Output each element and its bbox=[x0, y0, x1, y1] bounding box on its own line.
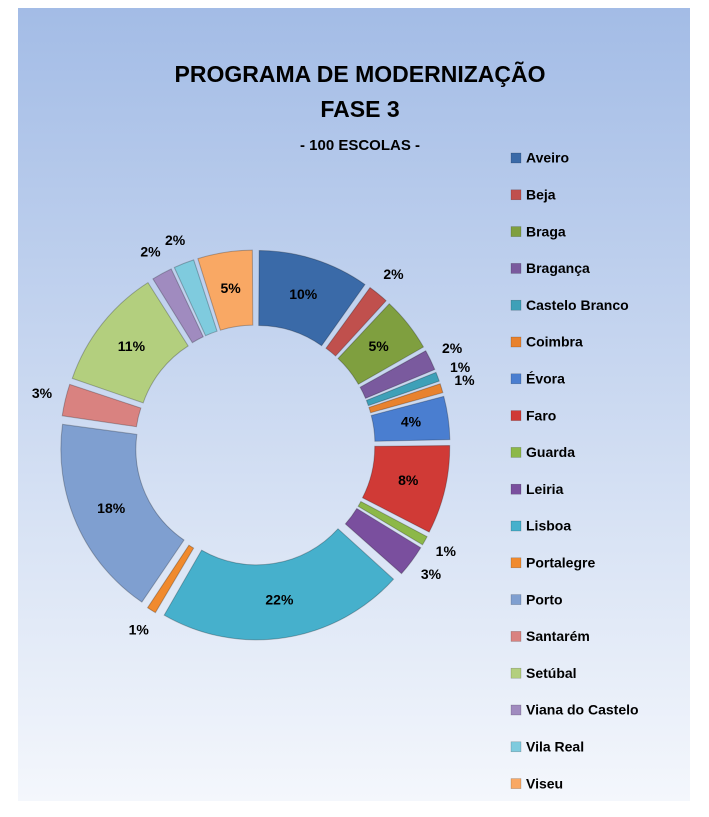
data-label: 3% bbox=[421, 566, 442, 582]
legend-label: Coimbra bbox=[526, 334, 583, 350]
legend-label: Viseu bbox=[526, 775, 563, 791]
data-label: 2% bbox=[442, 340, 463, 356]
data-label: 5% bbox=[368, 338, 389, 354]
slice bbox=[173, 259, 218, 337]
data-label: 1% bbox=[454, 372, 475, 388]
legend-swatch bbox=[510, 226, 522, 237]
slice bbox=[71, 281, 189, 404]
legend-label: Castelo Branco bbox=[526, 297, 629, 313]
legend-swatch bbox=[510, 631, 522, 642]
legend-swatch bbox=[510, 483, 522, 495]
legend-label: Leiria bbox=[526, 481, 564, 497]
data-label: 18% bbox=[97, 500, 126, 516]
slice bbox=[337, 303, 425, 385]
slice bbox=[359, 350, 436, 399]
legend-swatch bbox=[510, 263, 522, 274]
legend-swatch bbox=[510, 557, 522, 569]
legend-swatch bbox=[510, 704, 522, 716]
legend-swatch bbox=[510, 336, 522, 348]
slice bbox=[197, 249, 254, 331]
legend-swatch bbox=[510, 373, 522, 385]
legend-label: Setúbal bbox=[526, 665, 577, 681]
legend-swatch bbox=[510, 667, 522, 679]
slice bbox=[163, 528, 395, 641]
slice bbox=[325, 286, 387, 357]
data-label: 1% bbox=[450, 359, 471, 375]
slice bbox=[357, 500, 428, 546]
chart-subtitle: - 100 ESCOLAS - bbox=[300, 137, 420, 154]
legend-label: Vila Real bbox=[526, 739, 584, 755]
data-label: 3% bbox=[32, 385, 53, 401]
data-label: 1% bbox=[129, 621, 150, 637]
legend-label: Beja bbox=[526, 187, 556, 203]
slice bbox=[146, 544, 195, 614]
legend-swatch bbox=[510, 410, 522, 421]
data-label: 11% bbox=[118, 338, 146, 354]
data-label: 10% bbox=[289, 286, 318, 302]
legend-swatch bbox=[510, 189, 522, 201]
slice bbox=[365, 371, 440, 407]
legend-swatch bbox=[510, 299, 522, 311]
slice bbox=[258, 249, 366, 347]
legend-label: Viana do Castelo bbox=[526, 702, 639, 718]
legend-label: Braga bbox=[526, 223, 566, 239]
legend-label: Guarda bbox=[526, 444, 575, 460]
slice bbox=[152, 268, 204, 344]
legend-label: Porto bbox=[526, 591, 563, 607]
legend-swatch bbox=[510, 447, 522, 458]
data-label: 5% bbox=[220, 280, 241, 296]
data-label: 8% bbox=[398, 472, 419, 488]
data-label: 2% bbox=[140, 243, 161, 259]
legend-swatch bbox=[510, 520, 522, 532]
slice bbox=[368, 383, 444, 414]
chart-title: FASE 3 bbox=[320, 96, 399, 122]
data-label: 2% bbox=[383, 266, 404, 282]
slice bbox=[361, 445, 451, 533]
legend-label: Bragança bbox=[526, 260, 590, 276]
chart-title: PROGRAMA DE MODERNIZAÇÃO bbox=[175, 60, 546, 87]
legend-label: Faro bbox=[526, 407, 556, 423]
slice bbox=[61, 383, 142, 428]
legend-label: Aveiro bbox=[526, 150, 569, 166]
legend-label: Portalegre bbox=[526, 555, 595, 571]
data-label: 1% bbox=[436, 543, 457, 559]
legend-swatch bbox=[510, 741, 522, 753]
slice bbox=[60, 423, 185, 603]
slice bbox=[370, 395, 451, 442]
legend-swatch bbox=[510, 152, 522, 164]
legend-swatch bbox=[510, 594, 522, 605]
legend-label: Santarém bbox=[526, 628, 590, 644]
data-label: 4% bbox=[401, 414, 422, 430]
legend-label: Évora bbox=[526, 371, 565, 387]
data-label: 2% bbox=[165, 232, 186, 248]
legend-label: Lisboa bbox=[526, 518, 571, 534]
data-label: 22% bbox=[265, 591, 294, 607]
slice bbox=[344, 507, 422, 575]
legend-swatch bbox=[510, 778, 522, 789]
